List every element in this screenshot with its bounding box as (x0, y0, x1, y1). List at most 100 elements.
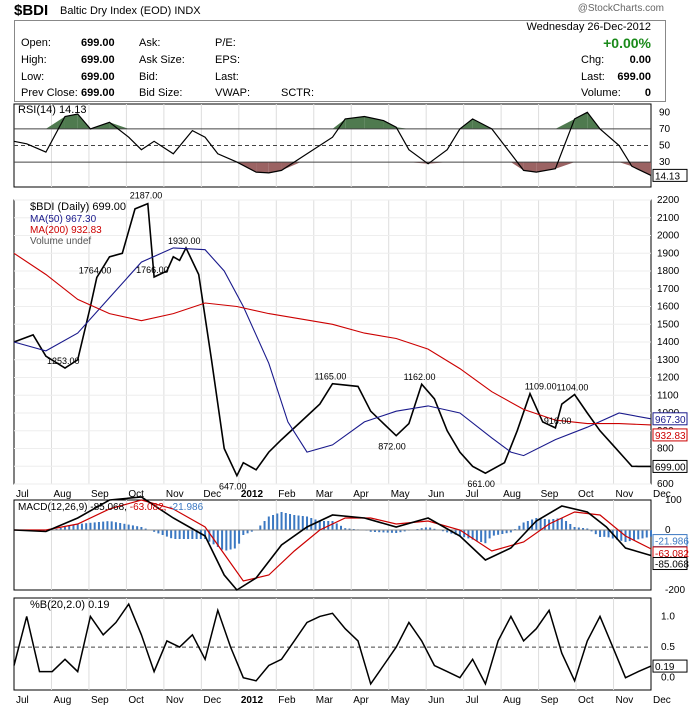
quote-date: Wednesday 26-Dec-2012 (526, 21, 651, 33)
pctb-line (13, 602, 652, 686)
rsi-ytick: 90 (659, 107, 671, 118)
pctb-xtick: Nov (616, 695, 634, 706)
change-percent: +0.00% (603, 35, 651, 51)
ma200-last-value-box (652, 428, 688, 442)
price-xtick: Oct (128, 489, 144, 500)
pctb-xtick: 2012 (241, 695, 264, 706)
macd-ytick: -200 (665, 585, 685, 596)
price-ytick: 1500 (657, 319, 680, 330)
price-annotation: 1104.00 (557, 383, 589, 393)
rsi-ytick: 70 (659, 124, 671, 135)
price-xtick: Mar (316, 489, 334, 500)
ma50-last-value: 967.30 (655, 415, 686, 426)
price-xtick: Nov (166, 489, 184, 500)
price-xtick: Jul (16, 489, 29, 500)
ask-label: Ask: (139, 37, 161, 49)
pctb-ytick: 0.5 (661, 642, 675, 653)
high-label: High: (21, 54, 47, 66)
pctb-xtick: Jun (428, 695, 444, 706)
price-xtick: Jul (466, 489, 479, 500)
quote-box: Open: 699.00 High: 699.00 Low: 699.00 Pr… (14, 20, 666, 102)
low-label: Low: (21, 71, 45, 83)
quote-header: $BDI Baltic Dry Index (EOD) INDX @StockC… (0, 0, 700, 104)
price-title: $BDI (Daily) 699.00 (30, 201, 126, 213)
pctb-xtick: Nov (166, 695, 184, 706)
price-xtick: Oct (578, 489, 594, 500)
price-annotation: 1766.00 (136, 265, 169, 275)
price-last-value: 699.00 (655, 462, 686, 473)
price-ytick: 1200 (657, 373, 680, 384)
macd-panel (13, 499, 652, 591)
last2-label: Last: (581, 71, 605, 83)
price-ytick: 1600 (657, 302, 680, 313)
macd-last-value-box (652, 557, 688, 571)
price-annotation: 1165.00 (315, 372, 347, 382)
symbol-name: Baltic Dry Index (EOD) INDX (60, 5, 201, 17)
pctb-xtick: Dec (203, 695, 221, 706)
macd-signal-last-value: -63.082 (655, 549, 689, 560)
price-ytick: 1400 (657, 337, 680, 348)
rsi-overbought-fill (109, 122, 129, 129)
price-xtick: Sep (541, 489, 559, 500)
rsi-oversold-fill (268, 162, 282, 173)
macd-legend: MACD(12,26,9) -85.068, -63.082, -21.986 (18, 502, 204, 513)
price-ytick: 1100 (657, 390, 679, 401)
prev-close-value: 699.00 (81, 87, 115, 99)
last2-value: 699.00 (617, 71, 651, 83)
price-annotation: 916.00 (544, 416, 572, 426)
price-xtick: Feb (278, 489, 296, 500)
price-last-value-box (652, 459, 688, 473)
rsi-last-value-box (652, 168, 688, 182)
pctb-xtick: Sep (541, 695, 559, 706)
rsi-oversold-fill (555, 162, 575, 169)
pctb-xtick: Dec (653, 695, 671, 706)
macd-line (13, 496, 652, 592)
rsi-oversold-fill (523, 162, 537, 173)
last-label: Last: (215, 71, 239, 83)
pctb-ytick: 1.0 (661, 611, 675, 622)
price-ytick: 1300 (657, 355, 680, 366)
rsi-oversold-fill (281, 162, 301, 171)
price-line (13, 202, 651, 478)
sctr-label: SCTR: (281, 87, 314, 99)
volume-value: 0 (644, 87, 651, 99)
prev-close-label: Prev Close: (21, 87, 78, 99)
pctb-xtick: Mar (316, 695, 334, 706)
macd-ytick: 100 (665, 495, 682, 506)
pctb-xtick: Apr (353, 695, 369, 706)
pctb-last-value-box (652, 659, 688, 673)
chart-credit: @StockCharts.com (577, 3, 664, 14)
price-xtick: Nov (616, 489, 634, 500)
price-xtick: Jun (428, 489, 444, 500)
price-ytick: 600 (657, 479, 674, 490)
open-label: Open: (21, 37, 51, 49)
price-legend-item: Volume undef (30, 236, 91, 247)
price-xtick: Dec (203, 489, 221, 500)
price-ytick: 2100 (657, 213, 680, 224)
rsi-overbought-fill (574, 112, 588, 129)
bid-size-label: Bid Size: (139, 87, 183, 99)
macd-last-value: -85.068 (655, 560, 689, 571)
pctb-xtick: Oct (128, 695, 144, 706)
price-ytick: 2200 (657, 195, 680, 206)
rsi-overbought-fill (345, 116, 365, 129)
rsi-oversold-fill (510, 162, 524, 171)
rsi-ytick: 30 (659, 157, 671, 168)
price-annotation: 1109.00 (525, 382, 557, 392)
price-ytick: 1900 (657, 248, 680, 259)
pctb-panel (13, 597, 652, 691)
pctb-xtick: Oct (578, 695, 594, 706)
low-value: 699.00 (81, 71, 115, 83)
price-annotation: 1764.00 (79, 265, 112, 275)
open-value: 699.00 (81, 37, 115, 49)
rsi-line (13, 111, 652, 176)
price-ytick: 1700 (657, 284, 680, 295)
pctb-xtick: Jul (466, 695, 479, 706)
ma200-line (13, 252, 652, 426)
price-annotation: 2187.00 (130, 190, 163, 200)
price-xtick: 2012 (241, 489, 264, 500)
pctb-xtick: Aug (503, 695, 521, 706)
price-xtick: Dec (653, 489, 671, 500)
macd-ytick: 0 (665, 525, 671, 536)
